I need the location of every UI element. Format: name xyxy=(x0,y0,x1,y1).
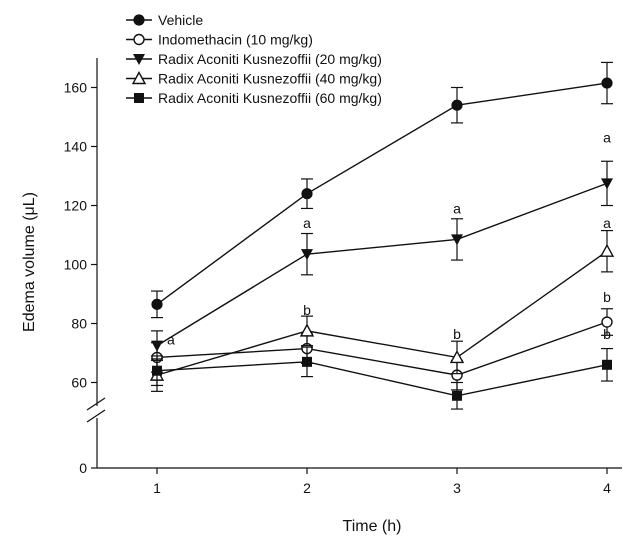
legend-item: Radix Aconiti Kusnezoffii (60 mg/kg) xyxy=(126,90,382,106)
series-line xyxy=(156,82,608,305)
legend-item: Vehicle xyxy=(126,12,203,28)
data-point xyxy=(452,390,462,401)
legend-item: Indomethacin (10 mg/kg) xyxy=(126,32,313,48)
data-point xyxy=(151,340,163,352)
data-point xyxy=(602,359,612,370)
legend-marker xyxy=(133,54,145,65)
legend-marker xyxy=(131,71,147,85)
series-group xyxy=(151,61,613,319)
legend-label: Indomethacin (10 mg/kg) xyxy=(158,32,313,48)
y-tick-label: 100 xyxy=(64,257,88,273)
significance-label: b xyxy=(303,302,311,318)
data-point xyxy=(301,249,313,261)
significance-label: a xyxy=(167,332,175,348)
legend-marker xyxy=(134,93,144,103)
legend-label: Radix Aconiti Kusnezoffii (20 mg/kg) xyxy=(158,51,382,67)
x-tick-label: 4 xyxy=(603,480,611,496)
legend-marker xyxy=(133,33,145,46)
data-point xyxy=(451,234,463,246)
significance-label: b xyxy=(453,326,461,342)
x-tick-label: 2 xyxy=(303,480,311,496)
significance-label: a xyxy=(603,130,611,146)
significance-label: b xyxy=(603,326,611,342)
data-point xyxy=(601,316,613,328)
y-tick-label: 80 xyxy=(71,316,87,332)
x-tick-label: 3 xyxy=(453,480,461,496)
legend-label: Vehicle xyxy=(158,12,203,28)
series-line xyxy=(156,250,608,376)
y-tick-label: 140 xyxy=(64,139,88,155)
annotation-layer: a a b a b a a b b xyxy=(167,130,611,348)
y-tick-label: 120 xyxy=(64,198,88,214)
significance-label: a xyxy=(453,200,461,216)
series-layer xyxy=(149,61,615,410)
x-axis-title: Time (h) xyxy=(343,518,402,535)
y-axis-title: Edema volume (μL) xyxy=(21,192,38,332)
data-point xyxy=(299,323,315,337)
data-point xyxy=(151,298,163,310)
data-point xyxy=(301,188,313,200)
significance-label: b xyxy=(603,289,611,305)
data-point xyxy=(599,243,615,257)
series-group xyxy=(151,346,613,410)
significance-label: a xyxy=(303,215,311,231)
legend-label: Radix Aconiti Kusnezoffii (60 mg/kg) xyxy=(158,90,382,106)
data-point xyxy=(451,99,463,111)
data-point xyxy=(601,77,613,89)
legend-label: Radix Aconiti Kusnezoffii (40 mg/kg) xyxy=(158,71,382,87)
significance-label: a xyxy=(603,215,611,231)
data-point xyxy=(152,365,162,376)
series-line xyxy=(156,361,608,397)
legend-item: Radix Aconiti Kusnezoffii (20 mg/kg) xyxy=(126,51,382,67)
x-tick-label: 1 xyxy=(153,480,161,496)
axis-break-mark xyxy=(86,409,106,423)
y-tick-label: 0 xyxy=(79,460,87,476)
legend-item: Radix Aconiti Kusnezoffii (40 mg/kg) xyxy=(126,71,382,87)
axis-break-mark xyxy=(86,397,106,411)
data-point xyxy=(601,178,613,190)
series-line xyxy=(156,182,608,347)
axes: 60 80 100 120 140 160 0 1 2 3 4 xyxy=(64,58,622,496)
data-point xyxy=(449,349,465,364)
data-point xyxy=(302,356,312,367)
legend-marker xyxy=(133,14,145,26)
series-group xyxy=(151,160,613,361)
legend: Vehicle Indomethacin (10 mg/kg) Radix Acon… xyxy=(126,12,382,106)
y-tick-label: 60 xyxy=(71,375,87,391)
y-tick-label: 160 xyxy=(64,80,88,96)
